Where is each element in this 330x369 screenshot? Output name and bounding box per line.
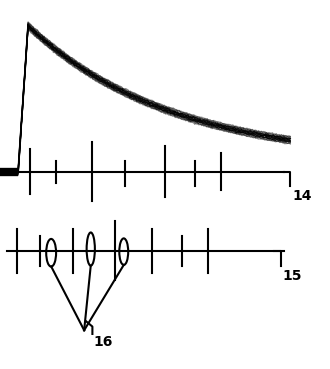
Text: 16: 16 [93, 335, 113, 349]
Text: 14: 14 [292, 189, 312, 203]
Text: 15: 15 [282, 269, 302, 283]
